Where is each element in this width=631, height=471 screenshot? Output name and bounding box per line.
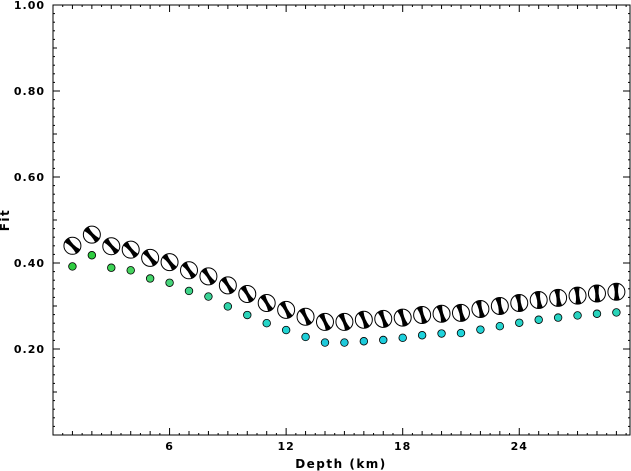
fit-circle-point [495, 322, 505, 331]
y-tick-label: 1.00 [14, 0, 45, 12]
fit-circle-point [262, 319, 271, 328]
fit-circle-point [243, 310, 252, 320]
fit-circle-point [592, 309, 602, 318]
fit-circle-point [107, 263, 116, 272]
mechanism-beachball [451, 303, 470, 322]
mechanism-beachball [529, 290, 548, 309]
fit-circle-point [145, 274, 155, 283]
plot-border [52, 4, 631, 436]
fit-circle-point [359, 337, 369, 346]
mechanism-beachball [121, 240, 140, 259]
fit-circle-point [68, 262, 77, 271]
fit-circle-point [301, 332, 310, 342]
fit-circle-point [612, 308, 621, 317]
fit-circle-point [320, 338, 330, 347]
mechanism-beachball [432, 304, 451, 323]
mechanism-beachball [393, 308, 412, 327]
mechanism-beachball [102, 237, 121, 256]
mechanism-beachball [218, 276, 237, 295]
mechanism-beachball [471, 300, 490, 319]
mechanism-beachball [277, 300, 296, 319]
fit-circle-point [340, 338, 349, 347]
mechanism-beachball [354, 310, 373, 329]
mechanism-beachball [549, 288, 568, 307]
y-tick-label: 0.80 [14, 85, 45, 98]
mechanism-beachball [160, 253, 179, 272]
y-tick-label: 0.40 [14, 257, 45, 270]
fit-circle-point [437, 329, 446, 338]
fit-circle-point [553, 313, 563, 322]
y-tick-label: 0.60 [14, 171, 45, 184]
mechanism-beachball [199, 267, 218, 286]
mechanism-beachball [315, 312, 334, 331]
tick-labels: 6 12 18 24 0.20 0.40 0.60 0.80 1.00 [14, 0, 528, 453]
fit-circle-point [281, 325, 291, 335]
mechanism-beachball [141, 248, 160, 267]
y-tick-label: 0.20 [14, 343, 45, 356]
mechanism-beachball [238, 284, 257, 303]
fit-circle-point [223, 302, 233, 311]
mechanism-beachball [296, 307, 315, 326]
fit-circle-point [534, 315, 543, 324]
mechanism-beachball [179, 261, 198, 280]
mechanism-beachball [63, 236, 82, 255]
fit-circle-point [165, 278, 174, 287]
fit-circle-point [87, 251, 97, 260]
plot-frame [52, 4, 631, 436]
fit-circle-point [456, 328, 466, 338]
fit-circle-point [126, 266, 135, 275]
mechanism-series [63, 225, 626, 331]
mechanism-beachball [568, 286, 587, 305]
x-tick-label: 6 [165, 440, 174, 453]
y-axis-title: Fit [0, 209, 12, 232]
fit-circle-point [476, 325, 485, 334]
mechanism-beachball [490, 297, 509, 315]
mechanism-beachball [510, 293, 529, 312]
mechanism-beachball [335, 312, 354, 331]
mechanism-beachball [587, 284, 606, 303]
mechanism-beachball [413, 306, 432, 325]
fit-circle-point [204, 292, 213, 301]
axis-ticks [52, 4, 630, 435]
fit-circle-point [573, 311, 582, 320]
mechanism-beachball [257, 293, 276, 312]
fit-circle-point [398, 333, 407, 343]
fit-circle-point [417, 331, 427, 340]
fit-circle-point [515, 318, 524, 327]
fit-circle-point [379, 335, 388, 345]
x-tick-label: 24 [511, 440, 528, 453]
mechanism-beachball [374, 309, 393, 328]
x-axis-title: Depth (km) [295, 457, 387, 471]
mechanism-beachball [607, 282, 626, 301]
fit-circle-point [184, 286, 194, 296]
fit-circle-series [68, 251, 621, 347]
mechanism-beachball [82, 225, 101, 244]
x-tick-label: 18 [394, 440, 411, 453]
x-tick-label: 12 [277, 440, 294, 453]
